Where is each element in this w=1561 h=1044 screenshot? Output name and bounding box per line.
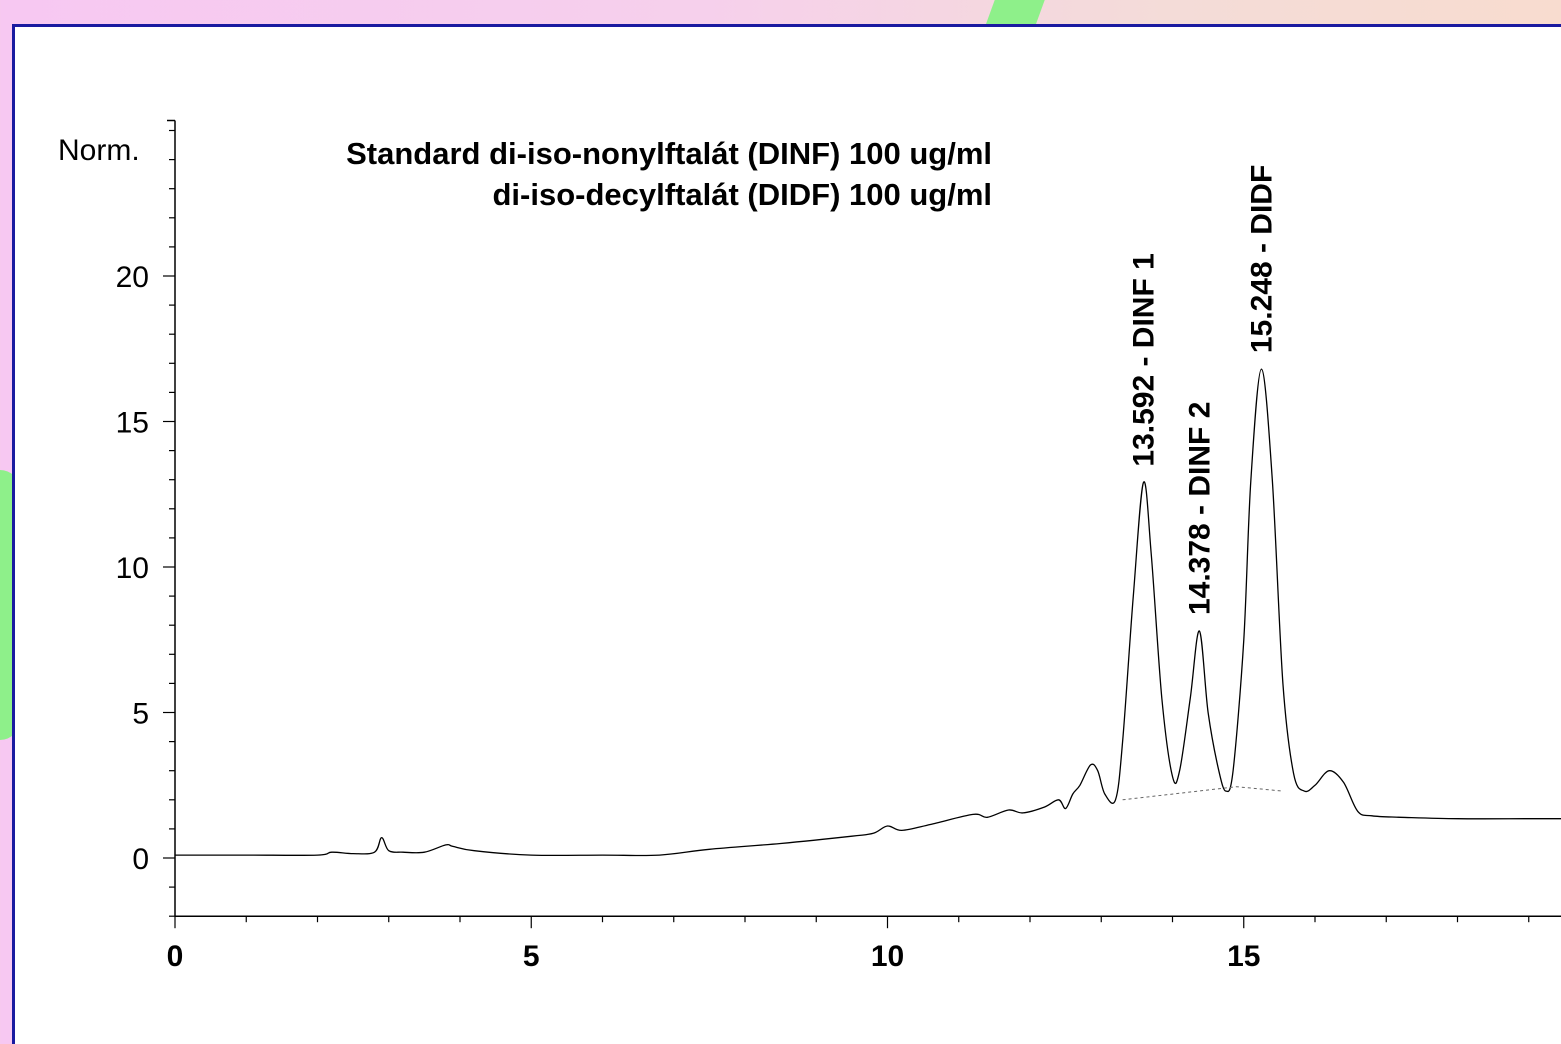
y-tick-label: 15 (116, 407, 149, 440)
peak-label: 14.378 - DINF 2 (1183, 402, 1216, 615)
y-tick-label: 5 (132, 698, 149, 731)
ticks-group: 0 5 10 15 20 0 5 10 15 (116, 129, 1530, 973)
x-tick-label: 0 (167, 940, 184, 973)
chart-title-line-2: di-iso-decylftalát (DIDF) 100 ug/ml (492, 177, 992, 212)
y-axis-label: Norm. (58, 134, 140, 167)
y-tick-label: 0 (132, 843, 149, 876)
integration-baseline (1122, 786, 1283, 801)
x-tick-label: 10 (871, 940, 904, 973)
x-tick-label: 5 (523, 940, 540, 973)
peak-labels-group: 13.592 - DINF 1 14.378 - DINF 2 15.248 - D… (1127, 165, 1278, 615)
chart-title-line-1: Standard di-iso-nonylftalát (DINF) 100 u… (346, 136, 992, 171)
chart-frame (12, 24, 1561, 1044)
chromatogram-trace (175, 368, 1561, 857)
x-tick-label: 15 (1227, 940, 1260, 973)
peak-label: 13.592 - DINF 1 (1127, 253, 1160, 466)
y-tick-label: 20 (116, 261, 149, 294)
peak-label: 15.248 - DIDF (1245, 165, 1278, 353)
y-tick-label: 10 (116, 552, 149, 585)
axes-group (167, 119, 1561, 917)
